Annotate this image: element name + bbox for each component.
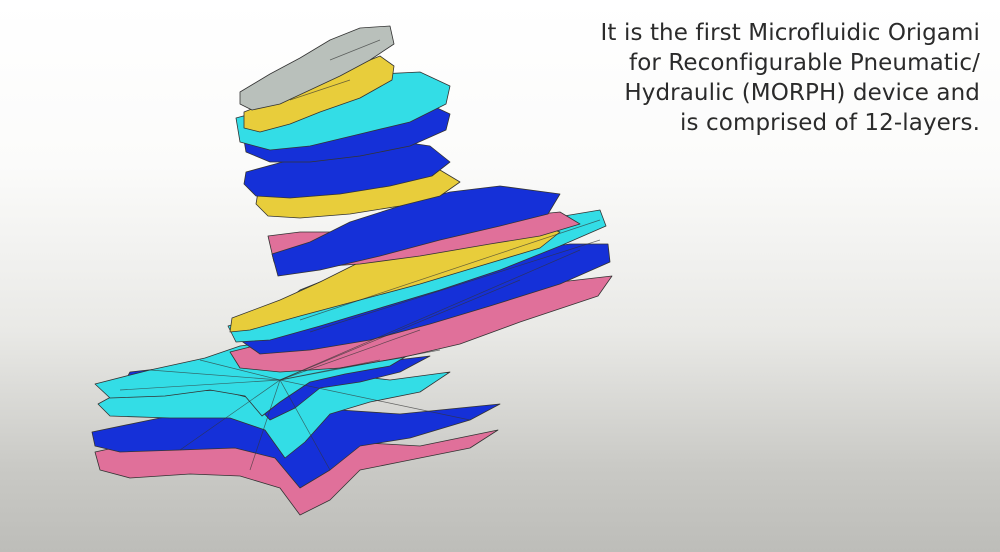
layer-4-yellow: [229, 221, 561, 333]
caption-line-1: It is the first Microfluidic Origami: [600, 20, 980, 46]
channel-line: [279, 249, 581, 381]
channel-line: [179, 379, 281, 451]
channel-line: [279, 379, 471, 421]
caption-line-3: Hydraulic (MORPH) device and: [624, 80, 980, 106]
channel-line: [329, 39, 381, 61]
channel-line: [279, 379, 331, 471]
channel-line: [309, 239, 601, 333]
caption-line-2: for Reconfigurable Pneumatic/: [629, 50, 980, 76]
layer-3-blue: [271, 185, 561, 277]
channel-line: [289, 79, 351, 101]
caption-line-4: is comprised of 12-layers.: [680, 110, 980, 136]
channel-line: [149, 369, 281, 381]
channel-line: [299, 219, 601, 321]
channel-line: [279, 329, 421, 381]
channel-line: [279, 279, 521, 381]
channel-line: [119, 379, 281, 391]
caption: It is the first Microfluidic Origami for…: [460, 18, 980, 138]
layer-stack: [91, 25, 613, 516]
channel-line: [249, 379, 281, 471]
channel-line: [279, 349, 441, 381]
layer-0-gray: [239, 25, 395, 111]
channel-line: [199, 359, 281, 381]
